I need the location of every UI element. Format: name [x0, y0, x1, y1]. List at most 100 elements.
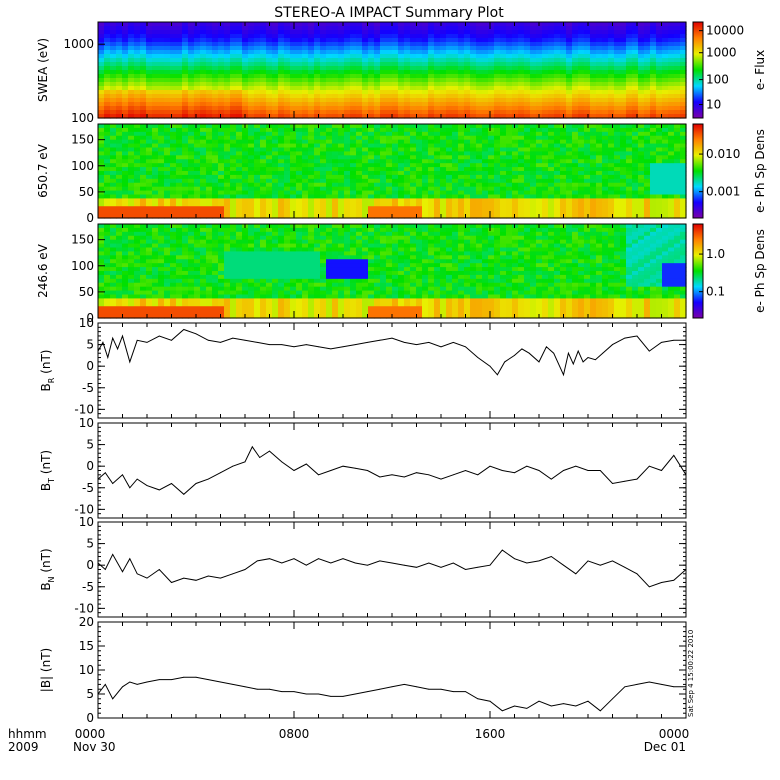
heatmap-cell [158, 102, 165, 107]
heatmap-cell [362, 151, 369, 156]
heatmap-cell [488, 143, 495, 149]
heatmap-cell [404, 58, 411, 63]
heatmap-cell [620, 163, 627, 168]
heatmap-cell [284, 106, 291, 111]
heatmap-cell [314, 62, 321, 67]
heatmap-cell [452, 214, 459, 219]
heatmap-cell [284, 86, 291, 91]
heatmap-cell [194, 90, 201, 95]
heatmap-cell [506, 143, 513, 149]
heatmap-cell [512, 70, 519, 75]
heatmap-cell [506, 26, 513, 31]
heatmap-cell [158, 54, 165, 59]
heatmap-cell [188, 114, 195, 119]
heatmap-cell [488, 182, 495, 188]
heatmap-cell [266, 186, 273, 192]
heatmap-cell [500, 70, 507, 75]
heatmap-cell [476, 155, 483, 160]
heatmap-cell [374, 78, 381, 83]
heatmap-cell [320, 206, 327, 211]
heatmap-cell [122, 194, 129, 200]
heatmap-cell [500, 94, 507, 99]
heatmap-cell [98, 98, 105, 103]
heatmap-cell [512, 50, 519, 55]
heatmap-cell [236, 135, 243, 141]
heatmap-cell [626, 78, 633, 83]
heatmap-cell [452, 135, 459, 141]
heatmap-cell [170, 186, 177, 192]
heatmap-cell [668, 198, 675, 203]
heatmap-cell [470, 186, 477, 192]
heatmap-cell [458, 82, 465, 87]
heatmap-cell [650, 30, 657, 35]
heatmap-cell [278, 58, 285, 63]
heatmap-cell [350, 114, 357, 119]
heatmap-cell [410, 167, 417, 172]
heatmap-cell [578, 54, 585, 59]
heatmap-cell [632, 155, 639, 160]
heatmap-cell [254, 54, 261, 59]
heatmap-cell [176, 26, 183, 31]
heatmap-cell [356, 159, 363, 164]
heatmap-cell [512, 98, 519, 103]
heatmap-cell [524, 90, 531, 95]
heatmap-cell [542, 82, 549, 87]
heatmap-cell [554, 74, 561, 79]
heatmap-cell [236, 143, 243, 149]
heatmap-cell [452, 82, 459, 87]
heatmap-cell [596, 202, 603, 207]
heatmap-cell [128, 231, 135, 237]
heatmap-cell [242, 54, 249, 59]
heatmap-cell [314, 186, 321, 192]
heatmap-cell [116, 202, 123, 207]
heatmap-cell [536, 171, 543, 176]
heatmap-cell [140, 62, 147, 67]
heatmap-cell [392, 90, 399, 95]
heatmap-cell [260, 86, 267, 91]
heatmap-cell [176, 131, 183, 137]
heatmap-cell [188, 202, 195, 207]
heatmap-cell [560, 90, 567, 95]
heatmap-cell [164, 210, 171, 215]
heatmap-cell [104, 54, 111, 59]
heatmap-cell [620, 98, 627, 103]
heatmap-cell [680, 135, 687, 141]
heatmap-cell [248, 74, 255, 79]
heatmap-cell [152, 135, 159, 141]
heatmap-cell [446, 58, 453, 63]
heatmap-cell [608, 131, 615, 137]
heatmap-cell [122, 182, 129, 188]
heatmap-cell [482, 174, 489, 180]
heatmap-cell [164, 102, 171, 107]
heatmap-cell [218, 151, 225, 156]
heatmap-cell [134, 135, 141, 141]
heatmap-cell [638, 163, 645, 168]
heatmap-cell [392, 34, 399, 39]
heatmap-cell [452, 190, 459, 196]
heatmap-cell [656, 206, 663, 211]
heatmap-cell [236, 82, 243, 87]
heatmap-cell [680, 210, 687, 215]
heatmap-cell [326, 70, 333, 75]
heatmap-cell [146, 147, 153, 153]
heatmap-cell [386, 42, 393, 47]
heatmap-cell [524, 46, 531, 51]
heatmap-cell [464, 147, 471, 153]
heatmap-cell [182, 30, 189, 35]
heatmap-cell [560, 202, 567, 207]
heatmap-cell [560, 106, 567, 111]
heatmap-cell [332, 22, 339, 27]
heatmap-cell [338, 202, 345, 207]
heatmap-cell [602, 46, 609, 51]
heatmap-cell [356, 90, 363, 95]
heatmap-cell [428, 147, 435, 153]
heatmap-cell [626, 54, 633, 59]
heatmap-cell [278, 114, 285, 119]
heatmap-cell [554, 174, 561, 180]
heatmap-cell [434, 58, 441, 63]
heatmap-cell [548, 74, 555, 79]
heatmap-cell [530, 135, 537, 141]
heatmap-cell [110, 210, 117, 215]
heatmap-cell [530, 106, 537, 111]
heatmap-cell [122, 114, 129, 119]
